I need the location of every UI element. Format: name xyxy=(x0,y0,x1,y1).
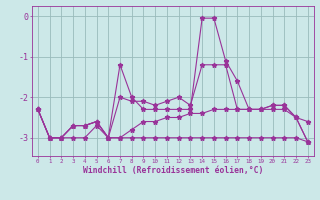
X-axis label: Windchill (Refroidissement éolien,°C): Windchill (Refroidissement éolien,°C) xyxy=(83,166,263,175)
